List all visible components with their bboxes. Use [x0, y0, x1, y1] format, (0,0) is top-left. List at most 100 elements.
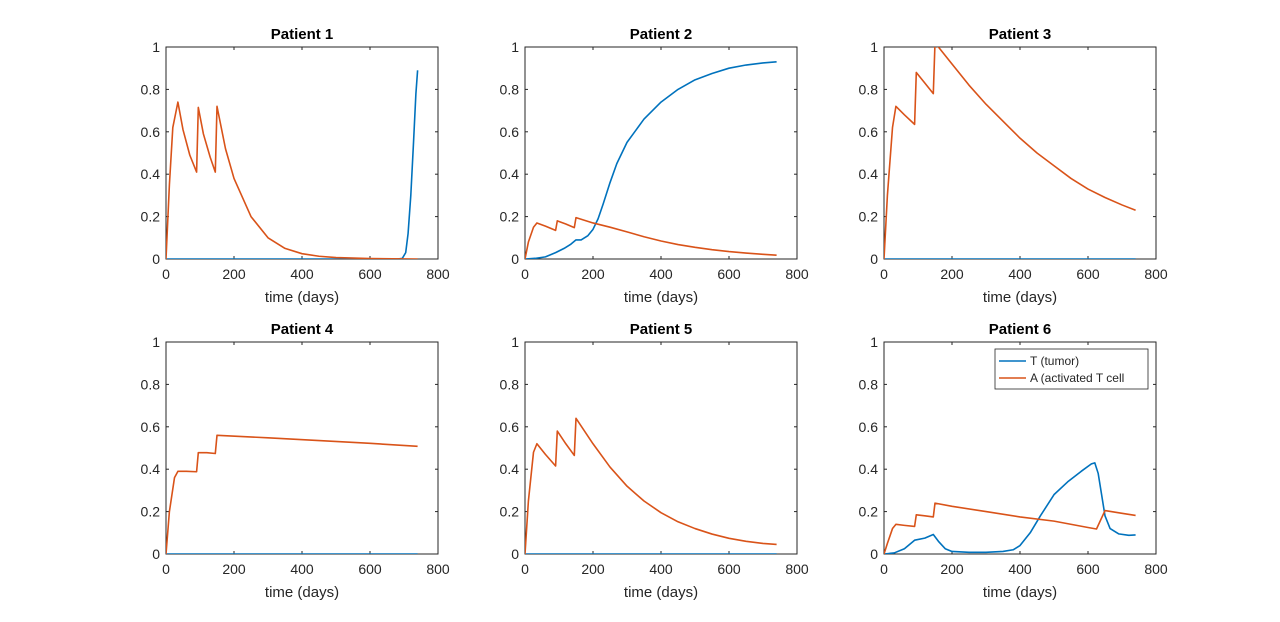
- series-line-T: [166, 70, 419, 259]
- x-tick-label: 200: [581, 266, 605, 282]
- y-tick-label: 0.6: [141, 419, 161, 435]
- series-line-T: [525, 61, 777, 259]
- x-axis-label: time (days): [624, 584, 698, 601]
- y-tick-label: 0: [870, 251, 878, 267]
- x-tick-label: 800: [426, 266, 450, 282]
- x-tick-label: 800: [785, 561, 809, 577]
- y-tick-label: 0: [152, 546, 160, 562]
- chart-panel-3: 0 200 400 600 800 0 0.2 0.4 0.6 0.8 1 Patient 3 time…: [859, 26, 1168, 306]
- y-tick-label: 0.6: [500, 419, 520, 435]
- y-tick-label: 0: [870, 546, 878, 562]
- x-tick-label: 0: [162, 561, 170, 577]
- x-tick-label: 600: [1076, 561, 1100, 577]
- x-tick-label: 600: [717, 561, 741, 577]
- x-tick-label: 800: [1144, 561, 1168, 577]
- series-line-A: [884, 502, 1136, 554]
- x-axis-label: time (days): [983, 584, 1057, 601]
- plot-area: [165, 341, 439, 555]
- x-tick-label: 200: [581, 561, 605, 577]
- x-tick-label: 200: [940, 266, 964, 282]
- chart-panel-1: 0 200 400 600 800 0 0.2 0.4 0.6 0.8 1 Patient 1 time…: [141, 26, 450, 306]
- y-tick-label: 1: [870, 39, 878, 55]
- panel-title: Patient 2: [630, 26, 693, 43]
- y-tick-label: 0.2: [859, 504, 879, 520]
- x-tick-label: 600: [358, 561, 382, 577]
- x-tick-label: 0: [162, 266, 170, 282]
- plot-area: [883, 46, 1157, 260]
- y-tick-label: 0.2: [500, 504, 520, 520]
- y-tick-label: 0.4: [859, 166, 879, 182]
- x-tick-label: 200: [222, 561, 246, 577]
- x-tick-label: 400: [290, 266, 314, 282]
- y-tick-label: 0: [511, 251, 519, 267]
- x-tick-label: 800: [785, 266, 809, 282]
- y-tick-label: 0.8: [859, 81, 879, 97]
- panel-title: Patient 5: [630, 321, 693, 338]
- y-tick-label: 0.2: [859, 209, 879, 225]
- x-tick-label: 600: [1076, 266, 1100, 282]
- panel-title: Patient 1: [271, 26, 334, 43]
- legend-label-T: T (tumor): [1030, 354, 1079, 368]
- x-tick-label: 0: [880, 266, 888, 282]
- y-tick-label: 0.2: [500, 209, 520, 225]
- series-line-A: [166, 434, 418, 554]
- y-tick-label: 0.8: [500, 376, 520, 392]
- x-tick-label: 800: [1144, 266, 1168, 282]
- x-axis-label: time (days): [624, 289, 698, 306]
- y-tick-label: 1: [870, 334, 878, 350]
- chart-panel-5: 0 200 400 600 800 0 0.2 0.4 0.6 0.8 1 Patient 5 time…: [500, 321, 809, 601]
- series-line-A: [166, 101, 418, 259]
- y-tick-label: 0.4: [141, 461, 161, 477]
- chart-panel-2: 0 200 400 600 800 0 0.2 0.4 0.6 0.8 1 Patient 2 time…: [500, 26, 809, 306]
- x-tick-label: 200: [940, 561, 964, 577]
- series-line-A: [884, 47, 1136, 259]
- y-tick-label: 0.4: [141, 166, 161, 182]
- y-tick-label: 0.8: [141, 376, 161, 392]
- plot-area: [524, 341, 798, 555]
- y-tick-label: 1: [152, 39, 160, 55]
- y-tick-label: 1: [511, 39, 519, 55]
- x-axis-label: time (days): [983, 289, 1057, 306]
- y-tick-label: 0.6: [500, 124, 520, 140]
- x-tick-label: 0: [880, 561, 888, 577]
- legend-box: [994, 348, 1149, 390]
- panel-title: Patient 3: [989, 26, 1052, 43]
- x-axis-label: time (days): [265, 584, 339, 601]
- series-line-A: [525, 417, 777, 554]
- plot-area: [165, 46, 439, 260]
- y-tick-label: 0.4: [859, 461, 879, 477]
- y-tick-label: 0.8: [141, 81, 161, 97]
- y-tick-label: 0.6: [141, 124, 161, 140]
- x-tick-label: 200: [222, 266, 246, 282]
- x-tick-label: 400: [1008, 266, 1032, 282]
- y-tick-label: 1: [152, 334, 160, 350]
- chart-panel-4: 0 200 400 600 800 0 0.2 0.4 0.6 0.8 1 Patient 4 time…: [141, 321, 450, 601]
- y-tick-label: 0.4: [500, 166, 520, 182]
- legend-label-A: A (activated T cell: [1030, 371, 1124, 385]
- x-tick-label: 400: [290, 561, 314, 577]
- y-tick-label: 1: [511, 334, 519, 350]
- panel-title: Patient 6: [989, 321, 1052, 338]
- y-tick-label: 0.2: [141, 209, 161, 225]
- y-tick-label: 0.6: [859, 419, 879, 435]
- x-tick-label: 400: [649, 266, 673, 282]
- series-line-T: [884, 462, 1136, 554]
- y-tick-label: 0: [511, 546, 519, 562]
- y-tick-label: 0.2: [141, 504, 161, 520]
- x-tick-label: 400: [1008, 561, 1032, 577]
- panel-title: Patient 4: [271, 321, 334, 338]
- y-tick-label: 0.4: [500, 461, 520, 477]
- chart-panel-6: 0 200 400 600 800 0 0.2 0.4 0.6 0.8 1 Patient 6 time…: [859, 321, 1168, 601]
- x-axis-label: time (days): [265, 289, 339, 306]
- y-tick-label: 0.8: [500, 81, 520, 97]
- y-tick-label: 0.6: [859, 124, 879, 140]
- x-tick-label: 0: [521, 561, 529, 577]
- y-tick-label: 0: [152, 251, 160, 267]
- x-tick-label: 600: [717, 266, 741, 282]
- series-line-A: [525, 216, 777, 259]
- y-tick-label: 0.8: [859, 376, 879, 392]
- x-tick-label: 0: [521, 266, 529, 282]
- legend: T (tumor) A (activated T cell: [994, 348, 1149, 390]
- x-tick-label: 600: [358, 266, 382, 282]
